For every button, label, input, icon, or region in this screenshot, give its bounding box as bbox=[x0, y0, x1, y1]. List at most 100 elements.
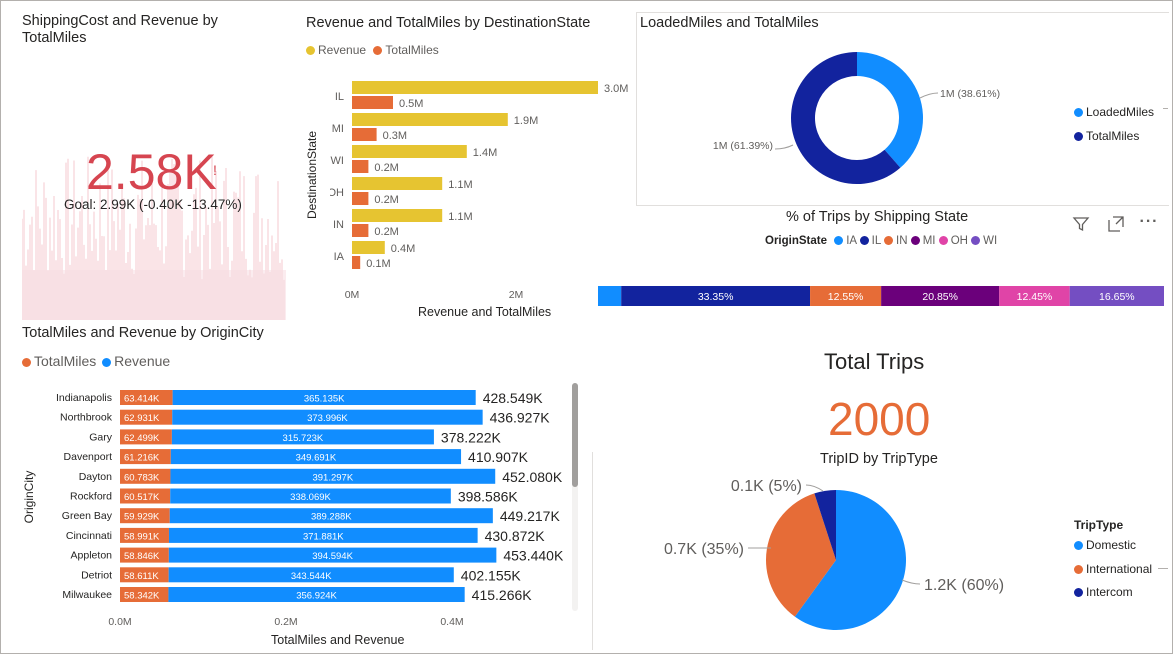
origin-category-label: Davenport bbox=[64, 451, 113, 463]
destination-bar-revenue[interactable] bbox=[352, 113, 508, 126]
origin-bar-label: 62.499K bbox=[124, 433, 160, 444]
origin-bar-label: 60.783K bbox=[124, 472, 160, 483]
destination-bar-revenue[interactable] bbox=[352, 241, 385, 254]
destination-bar-totalmiles[interactable] bbox=[352, 128, 377, 141]
origin-bar-label: 391.297K bbox=[312, 472, 353, 483]
origin-bar-totalmiles[interactable] bbox=[120, 547, 169, 563]
legend-item-loadedmiles[interactable]: LoadedMiles bbox=[1074, 100, 1154, 124]
donut-leader-line bbox=[774, 144, 794, 150]
destination-bar-revenue[interactable] bbox=[352, 209, 443, 222]
origin-bar-totalmiles[interactable] bbox=[120, 508, 170, 524]
filter-icon[interactable] bbox=[1070, 213, 1092, 235]
destination-bar-totalmiles[interactable] bbox=[352, 256, 361, 269]
origin-bar-label: 60.517K bbox=[124, 492, 160, 503]
pie-slice-domestic[interactable] bbox=[794, 490, 906, 630]
origin-bar-totalmiles[interactable] bbox=[120, 527, 169, 543]
legend-item-oh[interactable]: OH bbox=[938, 235, 968, 247]
origin-bar-totalmiles[interactable] bbox=[120, 567, 169, 583]
destination-bar-revenue[interactable] bbox=[352, 145, 467, 158]
stacked-segment-in[interactable] bbox=[810, 286, 882, 306]
origin-bar-label: 389.288K bbox=[311, 512, 352, 523]
stacked-segment-label: 33.35% bbox=[698, 291, 734, 303]
legend-item-revenue[interactable]: Revenue bbox=[306, 43, 366, 57]
destination-bar-totalmiles[interactable] bbox=[352, 224, 369, 237]
origin-bar-revenue[interactable] bbox=[172, 390, 476, 405]
origin-chart-title: TotalMiles and Revenue by OriginCity bbox=[22, 325, 264, 341]
legend-item-totalmiles[interactable]: TotalMiles bbox=[1074, 124, 1154, 148]
origin-bar-revenue[interactable] bbox=[170, 468, 496, 484]
destination-bar-label: 3.0M bbox=[604, 83, 628, 95]
origin-bar-label: 343.544K bbox=[291, 571, 332, 582]
destination-x-tick: 2M bbox=[509, 289, 524, 301]
origin-bar-totalmiles[interactable] bbox=[120, 587, 169, 602]
destination-bar-revenue[interactable] bbox=[352, 81, 598, 94]
origin-bar-revenue[interactable] bbox=[171, 429, 434, 445]
legend-item-revenue[interactable]: Revenue bbox=[102, 353, 170, 369]
origin-bar-totalmiles[interactable] bbox=[120, 390, 173, 405]
destination-bar-totalmiles[interactable] bbox=[352, 160, 369, 173]
origin-bar-label: 58.611K bbox=[124, 571, 159, 582]
stacked-segment-mi[interactable] bbox=[881, 286, 1000, 306]
stacked-segment-il[interactable] bbox=[621, 286, 811, 306]
legend-item-domestic[interactable]: Domestic bbox=[1074, 534, 1152, 558]
origin-bar-revenue[interactable] bbox=[168, 527, 478, 543]
destination-bar-label: 1.1M bbox=[448, 179, 472, 191]
origin-bar-totalmiles[interactable] bbox=[120, 468, 171, 484]
donut-slice-totalmiles[interactable] bbox=[791, 52, 901, 184]
legend-item-intercom[interactable]: Intercom bbox=[1074, 581, 1152, 605]
origin-bar-revenue[interactable] bbox=[172, 409, 483, 425]
more-options-icon[interactable]: ··· bbox=[1139, 213, 1159, 230]
pie-label-international: 0.7K (35%) bbox=[664, 541, 744, 558]
origin-x-tick: 0.4M bbox=[440, 616, 463, 628]
loaded-chart-legend: LoadedMiles TotalMiles bbox=[1074, 100, 1154, 148]
origin-bar-revenue[interactable] bbox=[170, 488, 451, 504]
origin-bar-totalmiles[interactable] bbox=[120, 409, 173, 425]
stacked-segment-wi[interactable] bbox=[1069, 286, 1164, 306]
origin-total-label: 415.266K bbox=[472, 587, 533, 603]
origin-total-label: 402.155K bbox=[461, 567, 522, 583]
origin-bar-revenue[interactable] bbox=[169, 508, 493, 524]
legend-item-in[interactable]: IN bbox=[884, 235, 908, 247]
destination-category-label: MI bbox=[332, 123, 344, 135]
origin-chart-scrollbar[interactable] bbox=[572, 383, 578, 611]
destination-bar-revenue[interactable] bbox=[352, 177, 443, 190]
origin-category-label: Indianapolis bbox=[56, 392, 112, 404]
legend-item-il[interactable]: IL bbox=[859, 235, 881, 247]
destination-bar-totalmiles[interactable] bbox=[352, 96, 393, 109]
destination-bar-label: 0.2M bbox=[374, 194, 398, 206]
legend-item-ia[interactable]: IA bbox=[834, 235, 856, 247]
donut-label-loaded: 1M (38.61%) bbox=[940, 88, 1000, 100]
scrollbar-thumb[interactable] bbox=[572, 383, 578, 487]
origin-bar-revenue[interactable] bbox=[168, 587, 465, 602]
origin-bar-totalmiles[interactable] bbox=[120, 449, 171, 465]
donut-slice-loadedmiles[interactable] bbox=[857, 52, 923, 168]
destination-bar-totalmiles[interactable] bbox=[352, 192, 369, 205]
stacked-segment-ia[interactable] bbox=[598, 286, 622, 306]
destination-bar-label: 0.4M bbox=[391, 243, 415, 255]
origin-bar-totalmiles[interactable] bbox=[120, 488, 171, 504]
origin-bar-revenue[interactable] bbox=[170, 449, 462, 465]
origin-bar-revenue[interactable] bbox=[168, 567, 454, 583]
trip-type-pie-chart: 1.2K (60%) 0.7K (35%) 0.1K (5%) bbox=[664, 478, 1004, 630]
legend-item-international[interactable]: International bbox=[1074, 558, 1152, 582]
trip-type-panel-border bbox=[592, 452, 593, 650]
origin-bar-revenue[interactable] bbox=[168, 547, 497, 563]
legend-item-totalmiles[interactable]: TotalMiles bbox=[373, 43, 439, 57]
origin-bar-label: 373.996K bbox=[307, 413, 348, 424]
destination-bar-label: 0.5M bbox=[399, 98, 423, 110]
origin-chart-xlabel: TotalMiles and Revenue bbox=[271, 633, 405, 647]
origin-category-label: Gary bbox=[89, 431, 113, 443]
legend-item-mi[interactable]: MI bbox=[910, 235, 935, 247]
focus-mode-icon[interactable] bbox=[1105, 213, 1127, 235]
loaded-chart-tick bbox=[1163, 108, 1168, 109]
donut-label-total: 1M (61.39%) bbox=[713, 140, 773, 152]
pie-slice-intercom[interactable] bbox=[814, 490, 836, 560]
pie-slice-international[interactable] bbox=[766, 493, 836, 617]
stacked-segment-oh[interactable] bbox=[999, 286, 1070, 306]
origin-category-label: Appleton bbox=[71, 550, 113, 562]
legend-item-wi[interactable]: WI bbox=[971, 235, 997, 247]
trip-type-legend: TripType Domestic International Intercom bbox=[1074, 518, 1152, 605]
origin-bar-label: 394.594K bbox=[312, 551, 353, 562]
origin-bar-totalmiles[interactable] bbox=[120, 429, 172, 445]
legend-item-totalmiles[interactable]: TotalMiles bbox=[22, 353, 96, 369]
